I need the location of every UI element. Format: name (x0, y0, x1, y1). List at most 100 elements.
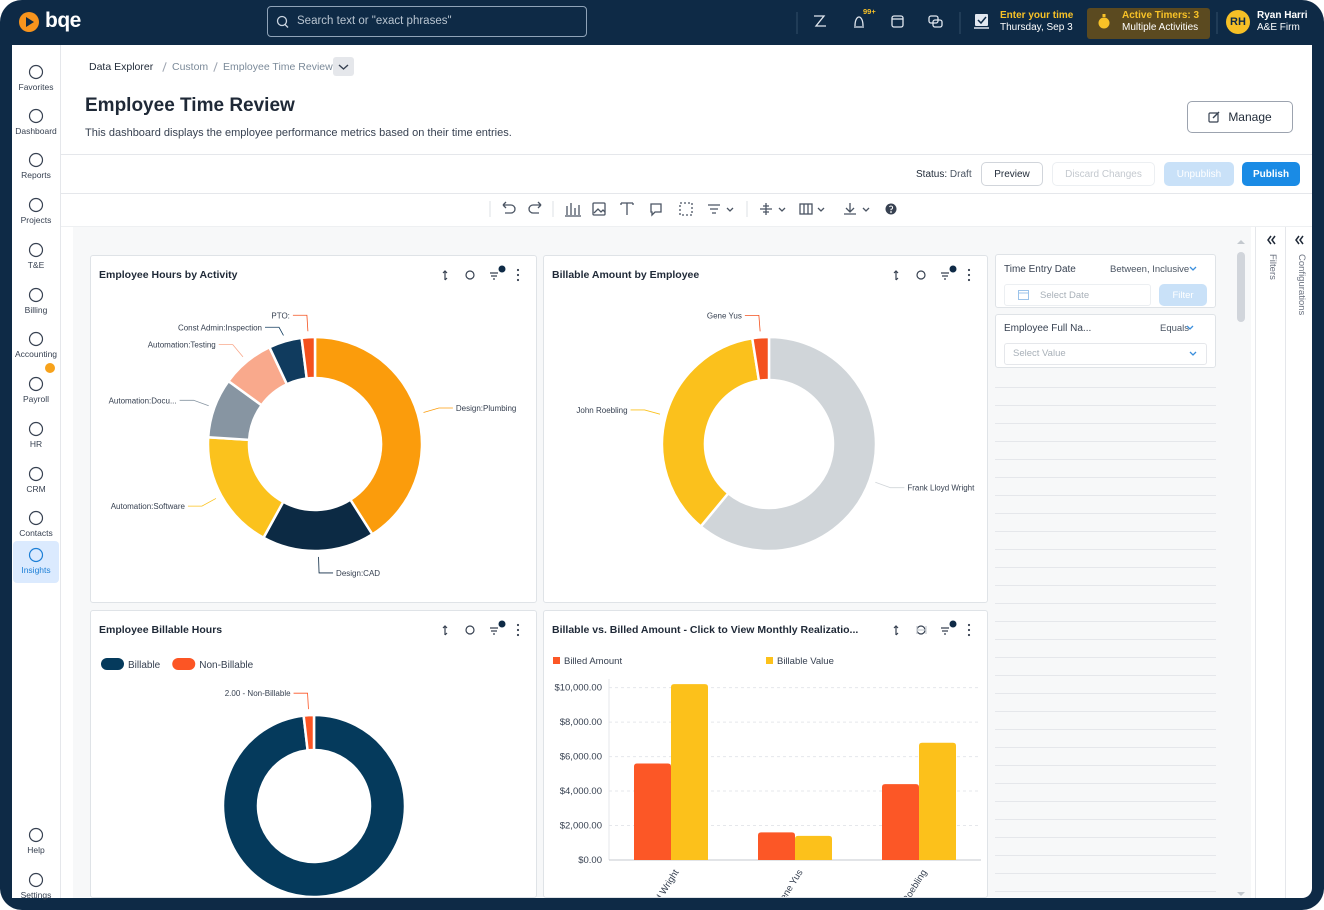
filter-icon (941, 272, 949, 280)
icon-shape (28, 376, 44, 392)
menu-dot (516, 623, 520, 627)
empty-grid (995, 370, 1216, 898)
filter-icon (490, 272, 498, 280)
nav-icon (28, 287, 44, 303)
menu-dot (967, 628, 971, 632)
nav-label: Reports (21, 170, 51, 180)
chart-title: Employee Billable Hours (99, 624, 223, 636)
filter-dot (949, 620, 957, 628)
avatar-initials[interactable]: RH (1230, 16, 1246, 28)
publish-button[interactable]: Publish (1242, 162, 1300, 186)
select-input[interactable] (1004, 343, 1207, 365)
menu-dot (967, 633, 971, 637)
filter-label: Employee Full Na... (1004, 323, 1092, 334)
nav-item[interactable]: CRM (13, 460, 59, 502)
user-name: Ryan Harri (1257, 10, 1308, 21)
nav-icon (28, 547, 44, 563)
timers-detail: Multiple Activities (1122, 22, 1199, 33)
chart-title: Billable vs. Billed Amount - Click to Vi… (552, 624, 859, 636)
menu-dot (516, 268, 520, 272)
nav-item[interactable]: Help (13, 821, 59, 863)
nav-label: Settings (20, 890, 52, 900)
card-actions[interactable] (442, 625, 498, 636)
legend-label: Non-Billable (199, 660, 253, 671)
breadcrumb-item[interactable]: Custom (172, 61, 209, 73)
breadcrumb-item[interactable]: Data Explorer (89, 61, 154, 73)
topbar-icons (19, 8, 1250, 39)
search-box[interactable] (267, 6, 587, 37)
card-actions[interactable] (893, 625, 949, 636)
leader-line (293, 692, 309, 710)
slice-label: John Roebling (576, 406, 627, 415)
nav-item[interactable]: Dashboard (13, 102, 59, 144)
nav-item[interactable]: Projects (13, 191, 59, 233)
nav-label: CRM (26, 484, 46, 494)
card-actions[interactable] (893, 270, 949, 281)
calendar-icon (1018, 290, 1029, 300)
divider (61, 193, 1312, 194)
chevrons (1186, 266, 1197, 356)
nav-item[interactable]: Contacts (13, 504, 59, 546)
icon-shape (28, 242, 44, 258)
nav-item[interactable]: Billing (13, 281, 59, 323)
chart-card: 2.00 - Non-Billable Billable Non-Billable E… (90, 610, 537, 898)
discard-button: Discard Changes (1052, 162, 1155, 186)
nav-item[interactable]: T&E (13, 236, 59, 278)
timers[interactable]: Active Timers: 3 (1122, 10, 1200, 21)
chart-card: Frank Lloyd Wright John Roebling Gene Yus B… (543, 255, 988, 603)
nav-item[interactable]: Settings (13, 866, 59, 908)
preview-button[interactable]: Preview (981, 162, 1043, 186)
slice-label: Const Admin:Inspection (178, 323, 262, 332)
filter-dot (498, 265, 506, 273)
slice-label: Automation:Software (111, 502, 186, 511)
filters-tab[interactable]: Filters (1267, 254, 1278, 280)
legend-swatch (172, 658, 196, 670)
page-title: Employee Time Review (85, 95, 295, 116)
page-description: This dashboard displays the employee per… (85, 127, 512, 139)
logo[interactable]: bqe (45, 9, 81, 32)
nav-item[interactable]: Reports (13, 146, 59, 188)
filter-operator[interactable]: Between, Inclusive (1110, 264, 1190, 275)
nav-label: Payroll (23, 394, 49, 404)
slice-label: Design:Plumbing (456, 404, 516, 413)
slice-label: Automation:Testing (148, 341, 216, 350)
leader-line (630, 409, 661, 415)
manage-button[interactable]: Manage (1187, 101, 1293, 133)
filter-icon (490, 627, 498, 635)
nav-icon (28, 376, 44, 392)
nav-item[interactable]: HR (13, 415, 59, 457)
date: Thursday, Sep 3 (1000, 22, 1073, 33)
sort-icon (442, 625, 448, 636)
unpublish-button: Unpublish (1164, 162, 1234, 186)
chart: 2.00 - Non-Billable Billable Non-Billable (101, 620, 520, 897)
icon-shape (28, 421, 44, 437)
icon-shape (28, 547, 44, 563)
menu-dot (967, 268, 971, 272)
divider (1255, 227, 1256, 898)
select-placeholder: Select Value (1013, 348, 1066, 359)
sort-icon (893, 625, 899, 636)
time-entry-link[interactable]: Enter your time (1000, 10, 1074, 21)
collapse-icons[interactable] (1266, 234, 1310, 246)
donut-slice (660, 336, 761, 529)
configurations-tab[interactable]: Configurations (1296, 254, 1307, 316)
nav-item[interactable]: Favorites (13, 58, 59, 100)
donut-slice (699, 335, 878, 553)
nav-item[interactable]: Accounting (13, 325, 59, 367)
bar (882, 784, 919, 860)
nav-item[interactable]: Insights (13, 541, 59, 583)
status-value: Draft (949, 169, 972, 180)
donut-slice (300, 335, 317, 380)
toolbar (489, 201, 897, 217)
card-actions[interactable] (442, 270, 498, 281)
breadcrumb-dropdown[interactable] (333, 57, 354, 76)
date-input[interactable] (1004, 284, 1151, 306)
filter-operator[interactable]: Equals (1160, 323, 1190, 334)
nav-item[interactable]: Payroll (13, 370, 59, 412)
donut-slice (221, 713, 407, 897)
scrollbar[interactable] (1234, 234, 1248, 898)
firm-name: A&E Firm (1257, 22, 1300, 33)
leader-line (179, 399, 209, 407)
nav-label: Help (27, 845, 45, 855)
